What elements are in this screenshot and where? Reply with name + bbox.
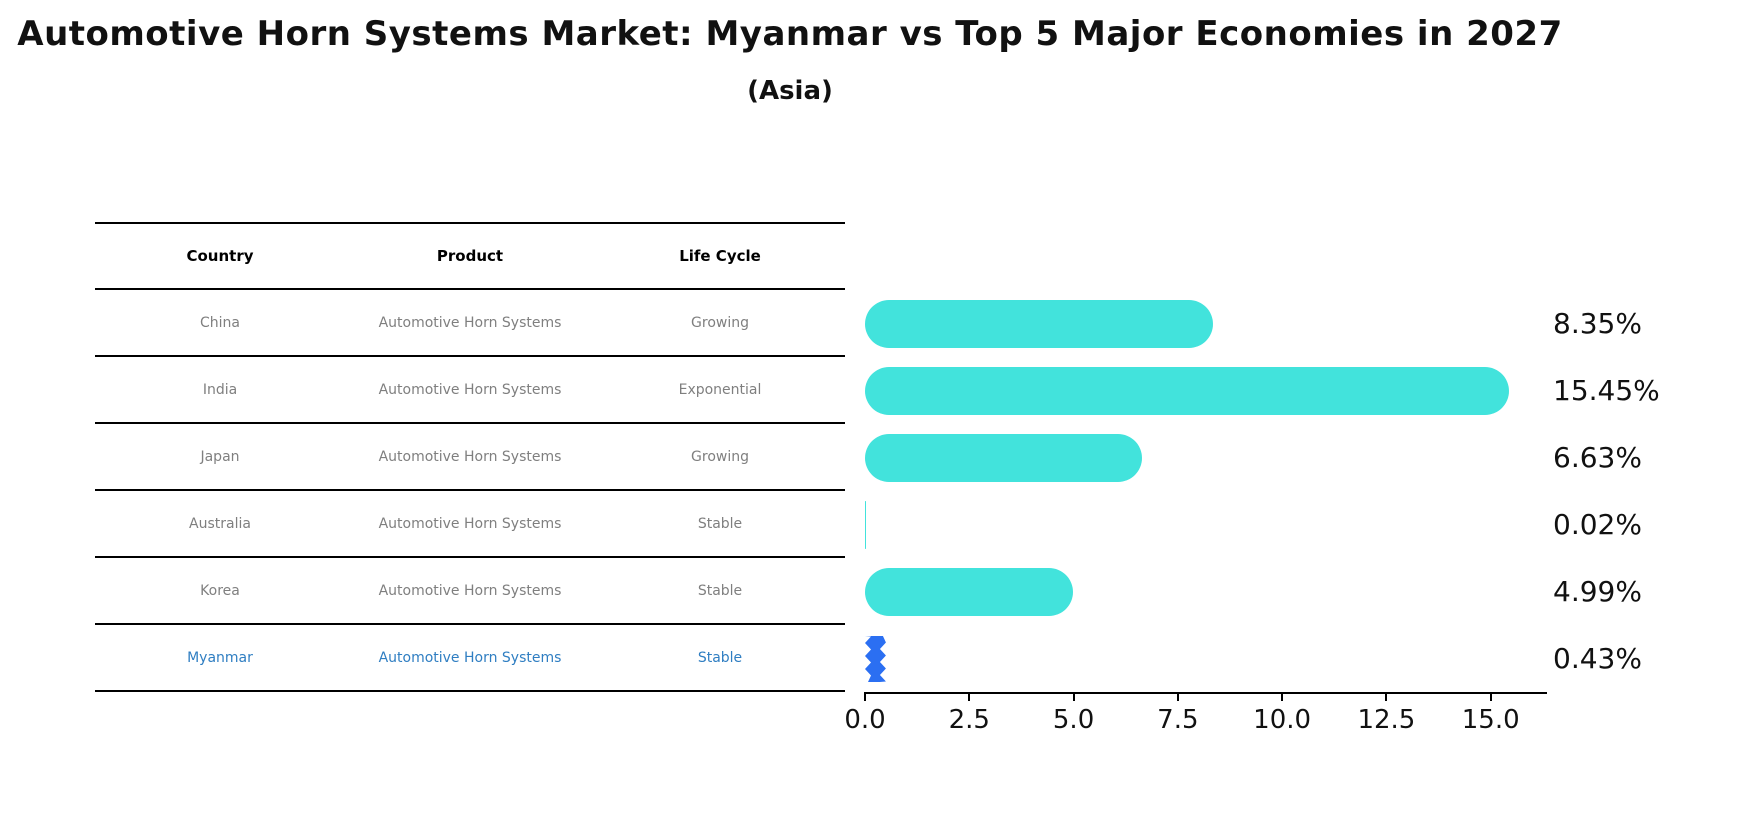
x-tick-mark (1385, 692, 1388, 701)
x-tick-mark (864, 692, 866, 701)
bar-row-korea (865, 558, 1547, 625)
cell-product: Automotive Horn Systems (378, 649, 562, 666)
value-label-myanmar: 0.43% (1553, 642, 1642, 675)
country-table: Country Product Life Cycle China Automoti… (95, 222, 845, 692)
x-axis-line (865, 692, 1547, 694)
cell-country: Australia (189, 515, 251, 532)
value-labels: 8.35% 15.45% 6.63% 0.02% 4.99% 0.43% (1553, 290, 1753, 692)
x-tick-mark (968, 692, 971, 701)
value-label-korea: 4.99% (1553, 575, 1642, 608)
cell-product: Automotive Horn Systems (378, 515, 562, 532)
x-tick-label: 5.0 (1052, 705, 1095, 735)
header-product: Product (436, 247, 504, 265)
cell-product: Automotive Horn Systems (378, 448, 562, 465)
cell-product: Automotive Horn Systems (378, 381, 562, 398)
cell-life-cycle: Growing (691, 314, 749, 331)
bar-korea (865, 567, 1074, 616)
table-body: China Automotive Horn Systems Growing India… (95, 290, 845, 692)
bar-row-myanmar (865, 625, 1547, 692)
table-row-korea: Korea Automotive Horn Systems Stable (95, 558, 845, 625)
header-life-cycle: Life Cycle (679, 247, 761, 265)
x-axis-ticks: 0.0 2.5 5.0 7.5 10.0 12.5 15.0 (844, 692, 1547, 752)
cell-product: Automotive Horn Systems (378, 582, 562, 599)
title-block: Automotive Horn Systems Market: Myanmar … (0, 0, 1580, 106)
x-tick-label: 0.0 (844, 705, 886, 735)
cell-life-cycle: Exponential (678, 381, 762, 398)
bar-chart: 0.0 2.5 5.0 7.5 10.0 12.5 15.0 (844, 290, 1547, 735)
value-label-india: 15.45% (1553, 374, 1660, 407)
bar-myanmar (865, 635, 886, 682)
cell-product: Automotive Horn Systems (378, 314, 562, 331)
table-row-india: India Automotive Horn Systems Exponential (95, 357, 845, 424)
bar-row-japan (865, 424, 1547, 491)
cell-life-cycle: Stable (697, 582, 743, 599)
cell-country: India (202, 381, 238, 398)
cell-country: China (200, 314, 240, 331)
bar-row-australia (865, 491, 1547, 558)
x-tick-label: 12.5 (1357, 705, 1416, 735)
table-row-japan: Japan Automotive Horn Systems Growing (95, 424, 845, 491)
x-tick-label: 7.5 (1157, 705, 1199, 735)
cell-life-cycle: Stable (697, 649, 743, 666)
bar-japan (865, 433, 1142, 482)
x-tick-label: 10.0 (1253, 705, 1312, 735)
plot-area (865, 290, 1547, 692)
chart-title: Automotive Horn Systems Market: Myanmar … (17, 14, 1563, 54)
x-tick-label: 15.0 (1461, 705, 1520, 735)
bar-india (865, 366, 1510, 415)
value-label-australia: 0.02% (1553, 508, 1642, 541)
cell-country: Korea (200, 582, 240, 599)
x-tick-mark (1489, 692, 1492, 701)
table-row-china: China Automotive Horn Systems Growing (95, 290, 845, 357)
cell-life-cycle: Growing (691, 448, 749, 465)
value-label-japan: 6.63% (1553, 441, 1642, 474)
table-row-australia: Australia Automotive Horn Systems Stable (95, 491, 845, 558)
bar-row-india (865, 357, 1547, 424)
cell-country: Myanmar (187, 649, 253, 666)
header-country: Country (186, 247, 254, 265)
chart-subtitle: (Asia) (747, 76, 833, 106)
cell-country: Japan (200, 448, 240, 465)
bar-australia (865, 500, 866, 549)
value-label-china: 8.35% (1553, 307, 1642, 340)
table-row-myanmar: Myanmar Automotive Horn Systems Stable (95, 625, 845, 692)
x-tick-mark (1176, 692, 1179, 701)
bar-china (865, 299, 1214, 348)
table-header-row: Country Product Life Cycle (95, 222, 845, 290)
x-tick-mark (1281, 692, 1284, 701)
x-tick-label: 2.5 (948, 705, 990, 735)
x-tick-mark (1072, 692, 1075, 701)
cell-life-cycle: Stable (697, 515, 743, 532)
bar-row-china (865, 290, 1547, 357)
